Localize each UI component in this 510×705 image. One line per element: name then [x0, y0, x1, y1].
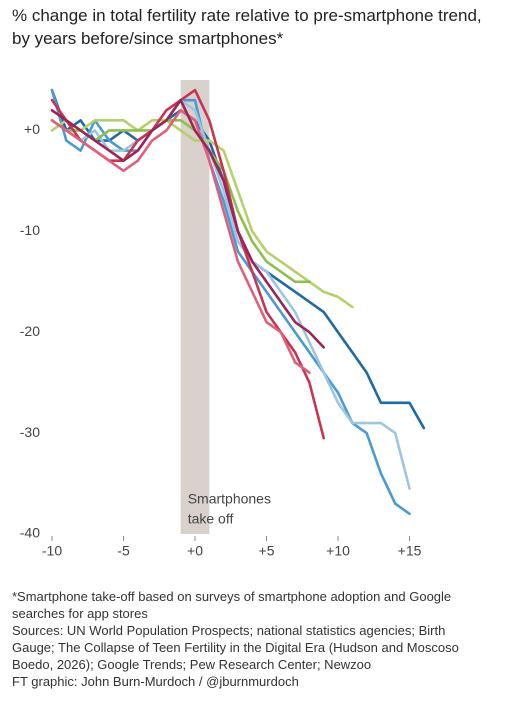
series-line: [50, 98, 411, 490]
chart-title: % change in total fertility rate relativ…: [12, 6, 482, 48]
annotation: Smartphones: [188, 491, 271, 507]
footnotes: *Smartphone take-off based on surveys of…: [12, 588, 482, 690]
x-tick-label: -10: [42, 543, 62, 559]
series-line: [50, 108, 311, 374]
chart: +0-10-20-30-40-10 -5 +0 +5 +10 +15Smartphones…: [20, 80, 426, 559]
y-tick-label: -40: [20, 525, 40, 541]
footnote: *Smartphone take-off based on surveys of…: [12, 589, 452, 621]
x-tick-label: +5: [259, 543, 275, 559]
annotation: take off: [188, 511, 234, 527]
x-tick-label: +0: [187, 543, 203, 559]
x-tick-label: +15: [398, 543, 422, 559]
y-tick-label: -20: [20, 323, 40, 339]
shaded-span: [180, 80, 210, 534]
y-tick-label: -10: [20, 222, 40, 238]
x-tick-label: -5: [117, 543, 130, 559]
footnote: FT graphic: John Burn-Murdoch / @jburnmu…: [12, 674, 299, 689]
footnote: Sources: UN World Population Prospects; …: [12, 623, 459, 672]
x-tick-label: +10: [326, 543, 350, 559]
series-line: [50, 88, 411, 516]
series-line: [50, 98, 326, 349]
y-tick-label: +0: [24, 121, 40, 137]
y-tick-label: -30: [20, 424, 40, 440]
